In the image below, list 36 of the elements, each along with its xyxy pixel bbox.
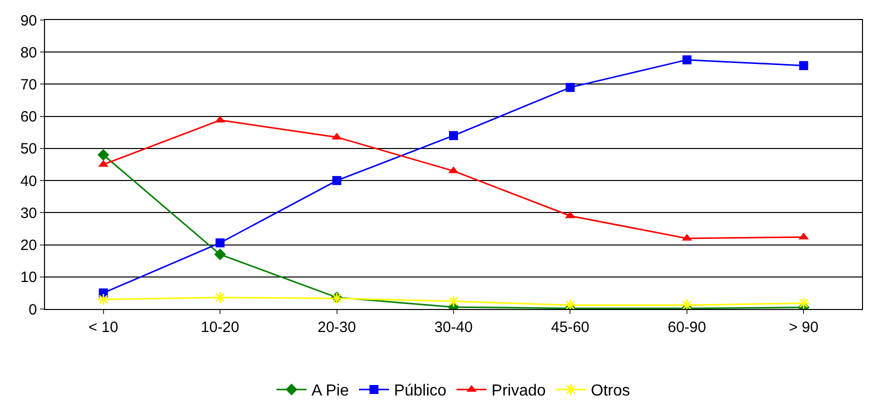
- x-tick-label: 30-40: [434, 319, 473, 336]
- y-tick-label: 20: [20, 237, 37, 254]
- legend-label: A Pie: [312, 382, 349, 400]
- point: [98, 149, 110, 161]
- point: [797, 297, 810, 309]
- point: [332, 176, 342, 186]
- point: [449, 131, 458, 140]
- point: [214, 291, 226, 304]
- point: [214, 248, 226, 260]
- legend-label: Público: [394, 382, 447, 400]
- point: [447, 295, 460, 308]
- x-tick-label: 45-60: [551, 319, 590, 336]
- point: [680, 299, 694, 309]
- y-tick-label: 90: [20, 12, 37, 30]
- point: [566, 82, 575, 92]
- y-tick-label: 60: [20, 108, 37, 126]
- legend-label: Otros: [590, 382, 630, 400]
- y-tick-label: 80: [20, 44, 37, 62]
- point: [216, 238, 225, 248]
- x-tick-label: < 10: [88, 319, 118, 336]
- y-tick-label: 40: [20, 172, 37, 190]
- point: [799, 61, 808, 70]
- y-tick-label: 70: [20, 76, 37, 94]
- y-tick-label: 10: [20, 269, 37, 286]
- y-tick-label: 30: [20, 204, 37, 222]
- point: [97, 293, 110, 306]
- x-tick-label: 60-90: [668, 319, 706, 336]
- point: [564, 299, 576, 309]
- point: [565, 211, 576, 218]
- point: [682, 55, 692, 64]
- x-tick-label: > 90: [788, 319, 818, 336]
- y-tick-label: 50: [20, 140, 37, 158]
- x-tick-label: 10-20: [200, 319, 240, 336]
- y-tick-label: 0: [28, 301, 37, 318]
- legend-label: Privado: [492, 382, 546, 400]
- x-tick-label: 20-30: [318, 319, 356, 336]
